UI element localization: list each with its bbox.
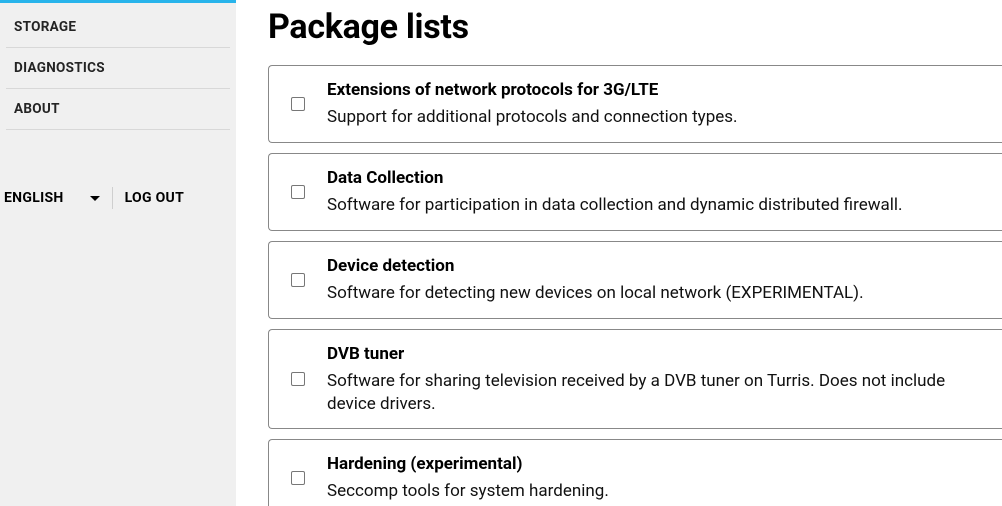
main-content: Package lists Extensions of network prot… bbox=[236, 0, 1002, 506]
language-label: ENGLISH bbox=[4, 190, 64, 206]
package-desc: Software for detecting new devices on lo… bbox=[327, 282, 864, 305]
package-checkbox[interactable] bbox=[291, 273, 305, 287]
package-item[interactable]: Device detection Software for detecting … bbox=[268, 241, 1002, 319]
package-text: Device detection Software for detecting … bbox=[327, 255, 864, 305]
package-text: DVB tuner Software for sharing televisio… bbox=[327, 343, 988, 416]
package-title: DVB tuner bbox=[327, 343, 988, 366]
package-text: Extensions of network protocols for 3G/L… bbox=[327, 79, 738, 129]
package-desc: Software for participation in data colle… bbox=[327, 194, 902, 217]
package-item[interactable]: DVB tuner Software for sharing televisio… bbox=[268, 329, 1002, 430]
package-list: Extensions of network protocols for 3G/L… bbox=[268, 65, 1002, 506]
sidebar: STORAGE DIAGNOSTICS ABOUT ENGLISH LOG OU… bbox=[0, 0, 236, 506]
package-text: Hardening (experimental) Seccomp tools f… bbox=[327, 453, 609, 503]
package-desc: Seccomp tools for system hardening. bbox=[327, 480, 609, 503]
package-checkbox[interactable] bbox=[291, 471, 305, 485]
sidebar-item-storage[interactable]: STORAGE bbox=[6, 10, 230, 48]
chevron-down-icon bbox=[90, 196, 100, 201]
sidebar-item-diagnostics[interactable]: DIAGNOSTICS bbox=[6, 48, 230, 89]
language-selector[interactable]: ENGLISH bbox=[4, 186, 100, 210]
logout-button[interactable]: LOG OUT bbox=[125, 190, 184, 206]
package-title: Device detection bbox=[327, 255, 864, 278]
package-desc: Software for sharing television received… bbox=[327, 370, 988, 416]
package-item[interactable]: Extensions of network protocols for 3G/L… bbox=[268, 65, 1002, 143]
sidebar-item-label: ABOUT bbox=[14, 101, 60, 117]
sidebar-item-about[interactable]: ABOUT bbox=[6, 89, 230, 130]
package-item[interactable]: Hardening (experimental) Seccomp tools f… bbox=[268, 439, 1002, 506]
package-desc: Support for additional protocols and con… bbox=[327, 106, 738, 129]
package-checkbox[interactable] bbox=[291, 372, 305, 386]
package-text: Data Collection Software for participati… bbox=[327, 167, 902, 217]
package-title: Extensions of network protocols for 3G/L… bbox=[327, 79, 738, 102]
package-checkbox[interactable] bbox=[291, 97, 305, 111]
vertical-divider bbox=[112, 187, 113, 209]
sidebar-item-label: DIAGNOSTICS bbox=[14, 60, 105, 76]
package-title: Data Collection bbox=[327, 167, 902, 190]
package-item[interactable]: Data Collection Software for participati… bbox=[268, 153, 1002, 231]
package-checkbox[interactable] bbox=[291, 185, 305, 199]
logout-label: LOG OUT bbox=[125, 190, 184, 206]
package-title: Hardening (experimental) bbox=[327, 453, 609, 476]
sidebar-item-label: STORAGE bbox=[14, 19, 76, 35]
page-title: Package lists bbox=[268, 7, 1002, 47]
